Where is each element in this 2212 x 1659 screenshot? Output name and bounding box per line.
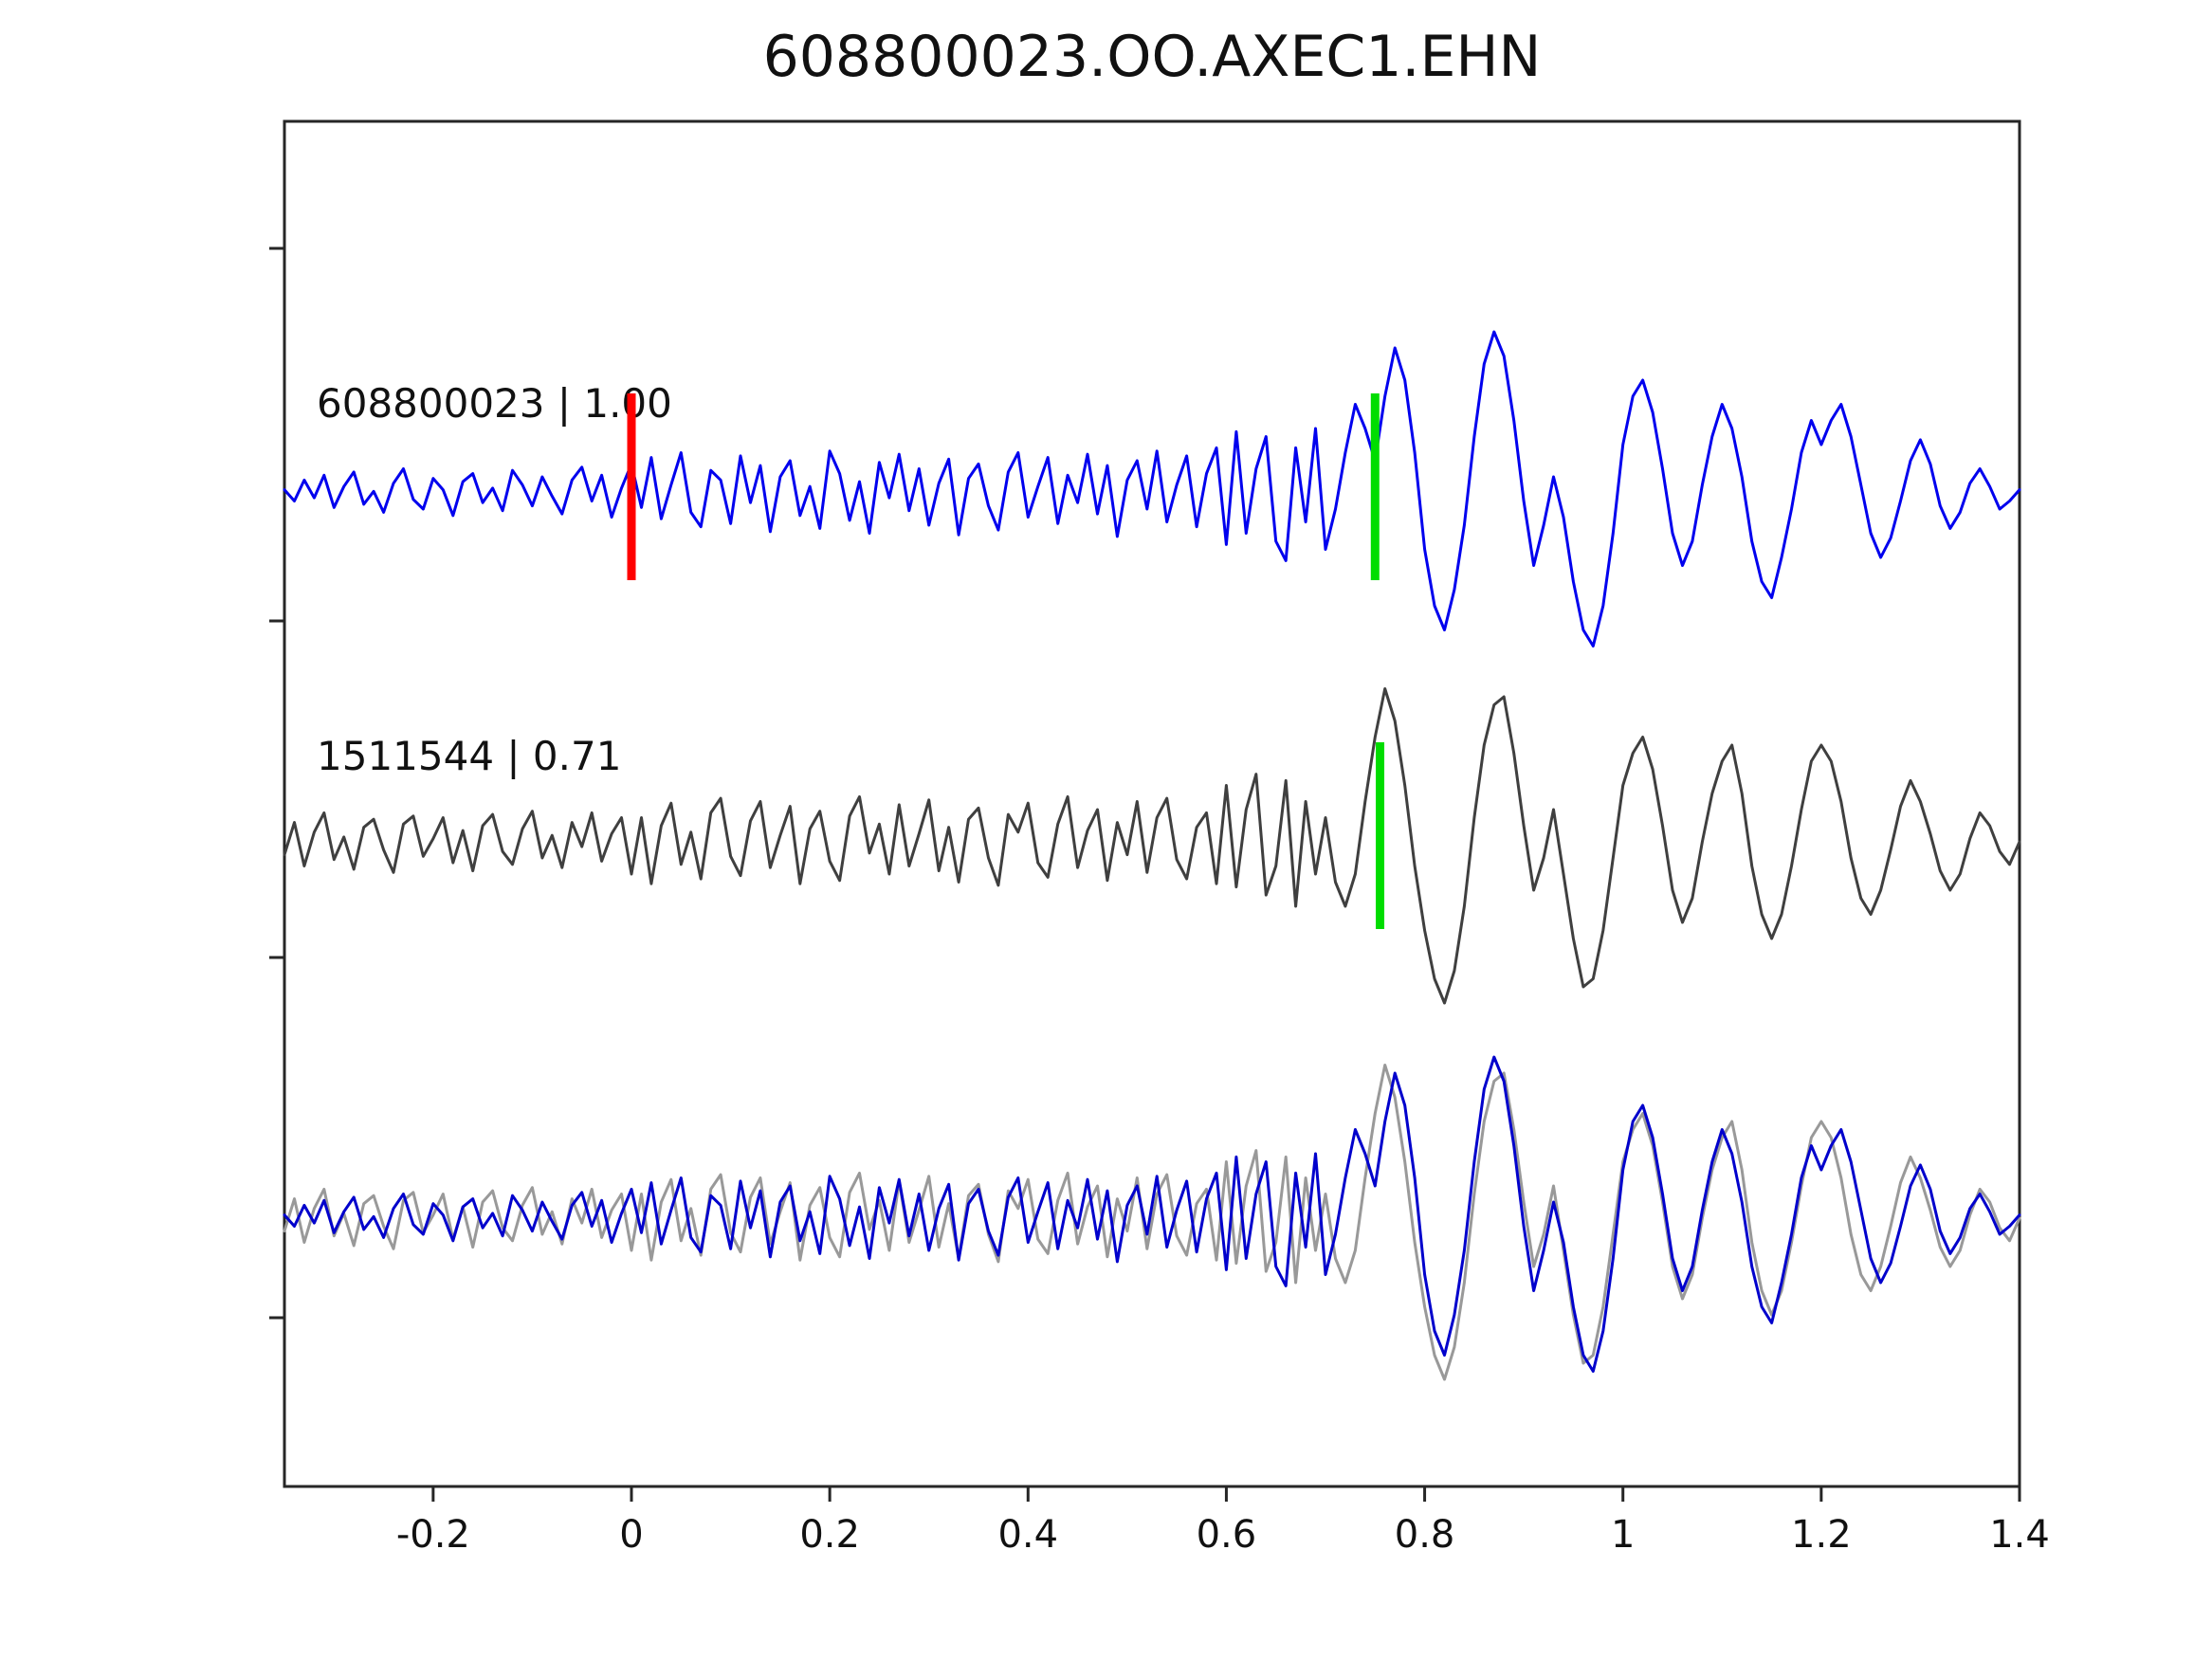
figure-title: 608800023.OO.AXEC1.EHN: [763, 24, 1542, 90]
axes-border: [283, 119, 2021, 1488]
x-tick-label: -0.2: [396, 1513, 470, 1557]
trace-match: [283, 687, 2021, 1005]
x-tick-label: 1.4: [1989, 1513, 2050, 1557]
waveform-traces: [283, 330, 2021, 1381]
x-tick-label: 0.2: [799, 1513, 860, 1557]
x-tick-label: 0.6: [1197, 1513, 1257, 1557]
trace-match: [283, 1064, 2021, 1381]
trace-master: [283, 330, 2021, 647]
trace2-label: 1511544 | 0.71: [317, 733, 621, 779]
trace-master: [283, 1055, 2021, 1373]
trace1-label: 608800023 | 1.00: [317, 380, 672, 427]
x-tick-label: 0.8: [1395, 1513, 1455, 1557]
x-tick-label: 1.2: [1791, 1513, 1852, 1557]
axis-ticks: -0.2 0 0.2 0.4 0.6 0.8 1 1.2 1.4: [269, 246, 2050, 1557]
x-tick-label: 1: [1611, 1513, 1635, 1557]
x-tick-label: 0: [619, 1513, 643, 1557]
x-tick-label: 0.4: [997, 1513, 1058, 1557]
